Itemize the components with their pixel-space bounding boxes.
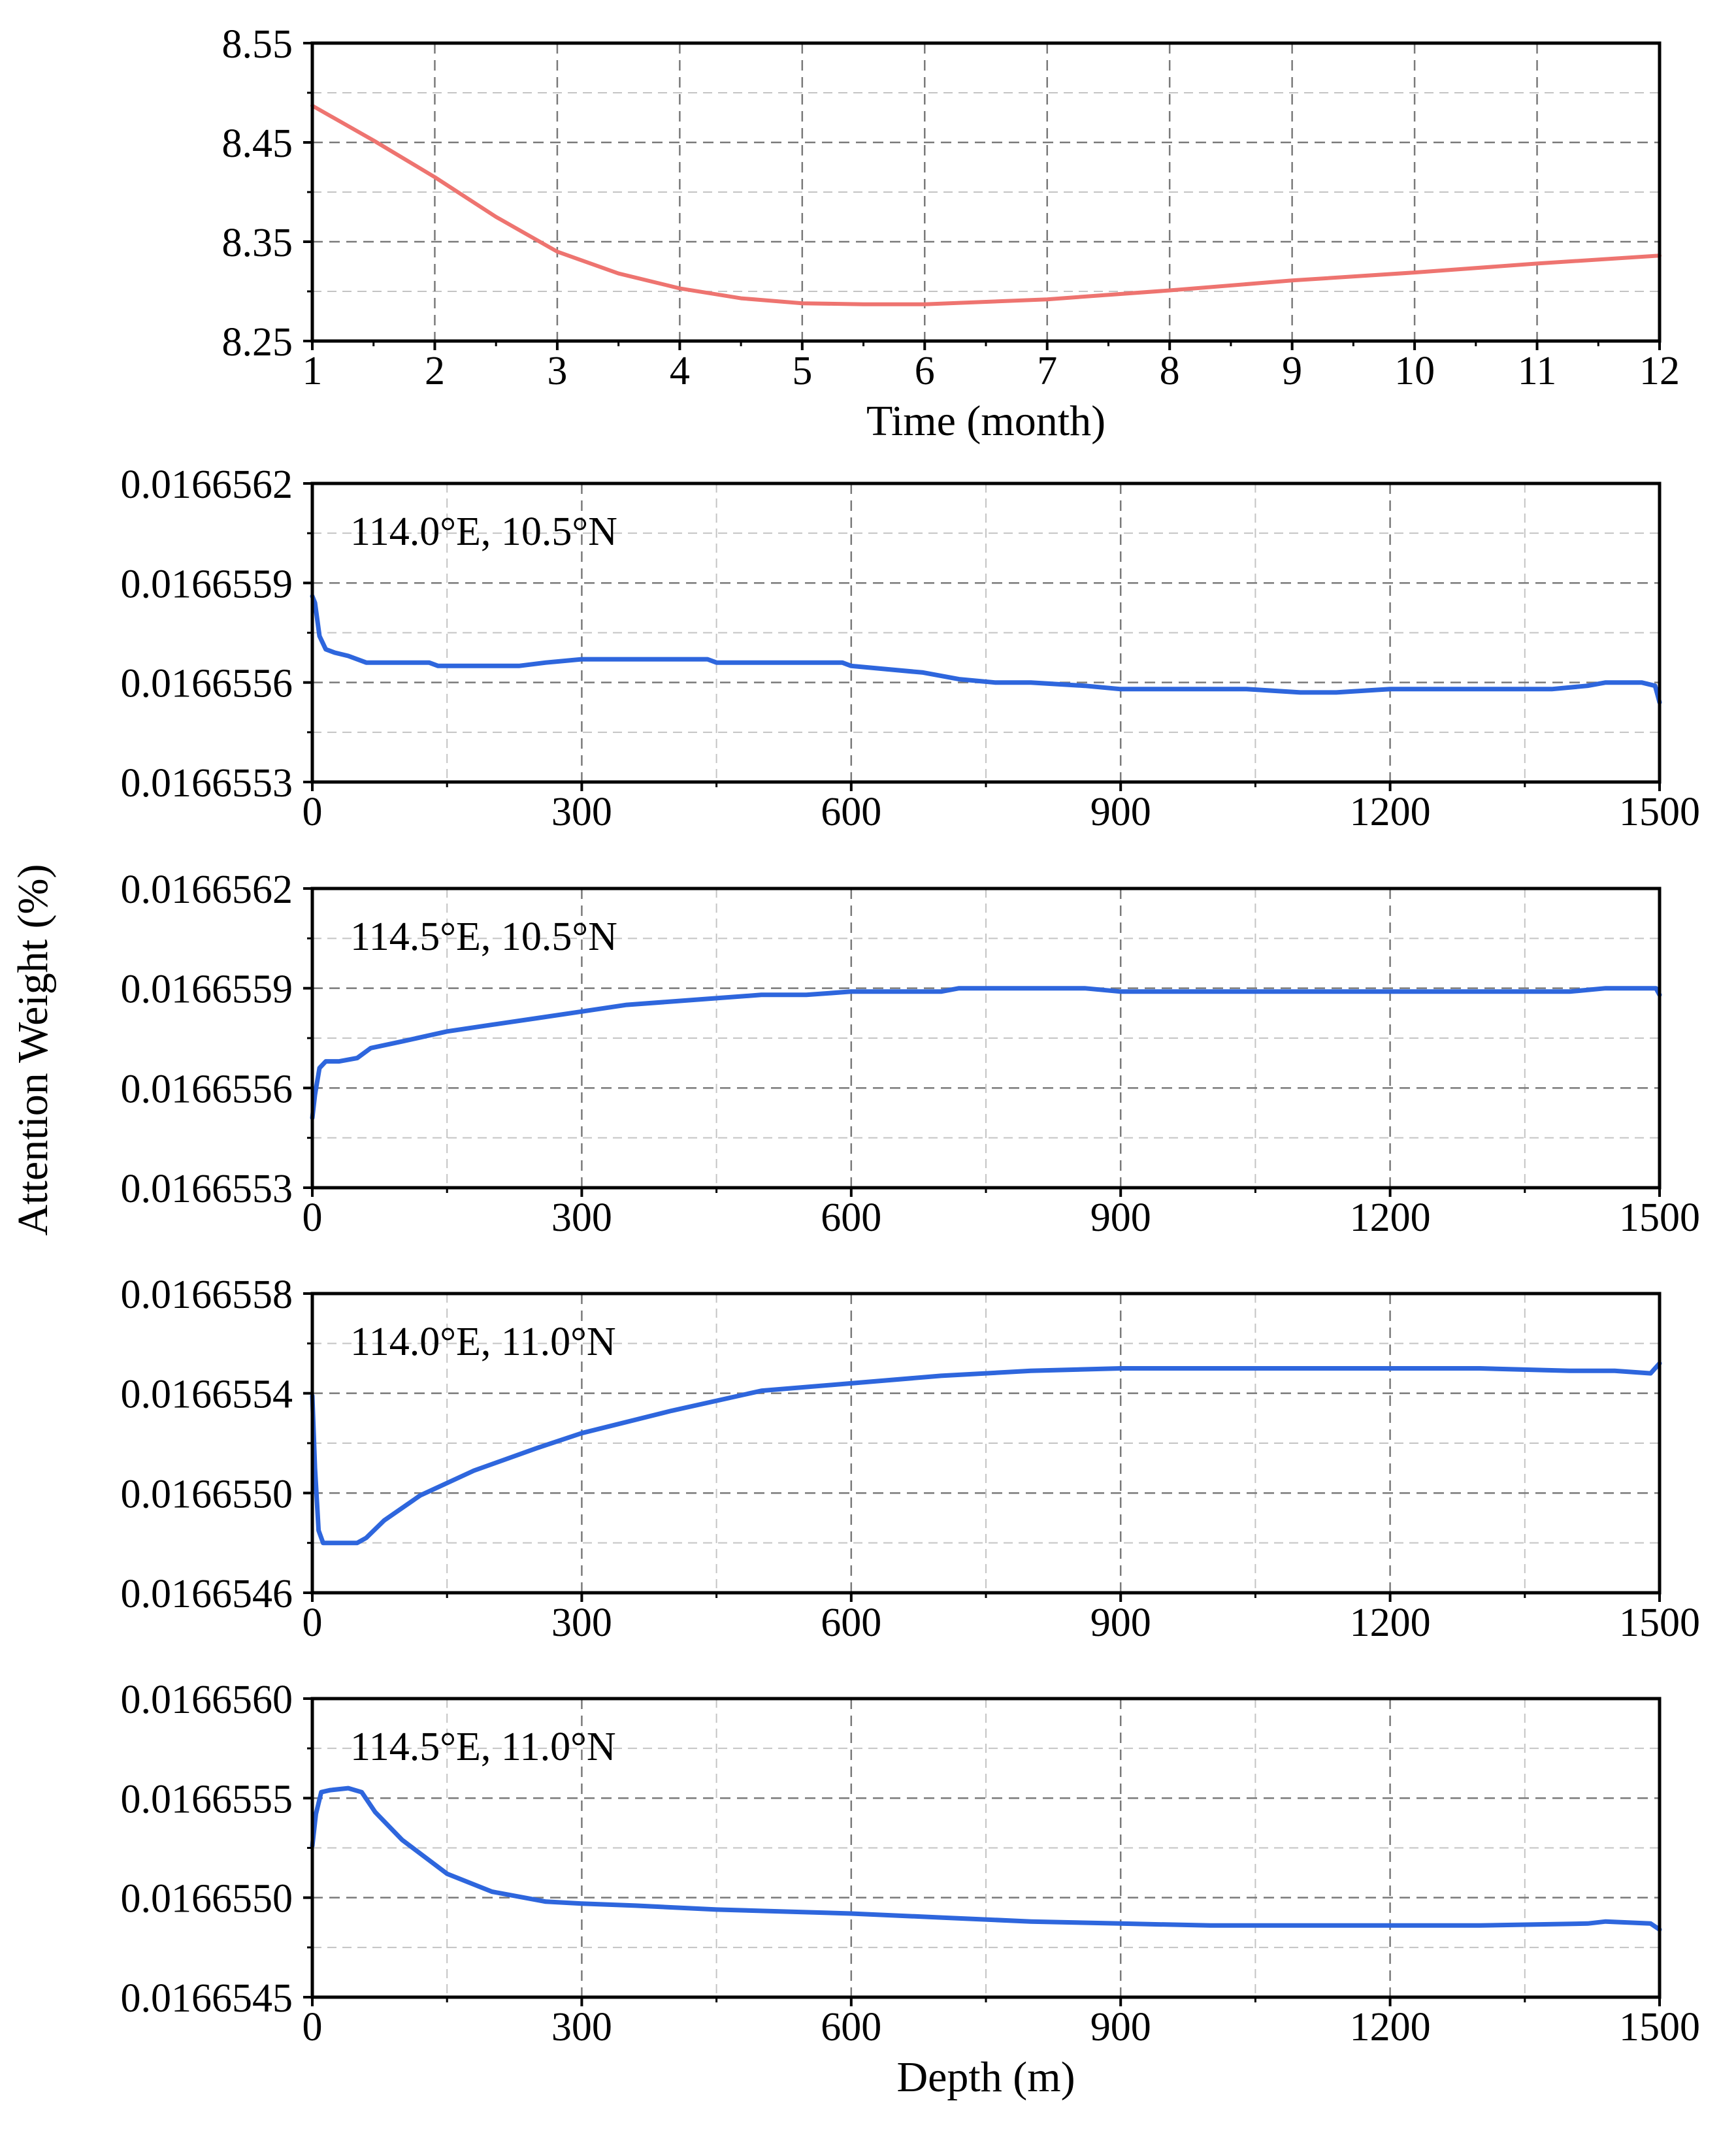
x-tick-label: 0 [303, 790, 323, 834]
series-line [310, 986, 1662, 1120]
x-tick-label: 300 [551, 790, 612, 834]
x-tick-label: 1200 [1350, 1601, 1431, 1645]
x-tick-label: 300 [551, 2005, 612, 2049]
x-tick-label: 1500 [1619, 1601, 1700, 1645]
x-tick-label: 0 [303, 1196, 323, 1240]
x-tick-label: 2 [425, 349, 445, 393]
x-tick-label: 11 [1518, 349, 1557, 393]
x-axis-title: Depth (m) [896, 2053, 1075, 2101]
series-line [310, 594, 1662, 705]
y-tick-label: 0.0166550 [121, 1472, 293, 1516]
x-tick-label: 9 [1282, 349, 1302, 393]
x-tick-label: 0 [303, 2005, 323, 2049]
x-tick-label: 1 [303, 349, 323, 393]
y-tick-label: 0.0166562 [121, 463, 293, 507]
x-tick-label: 0 [303, 1601, 323, 1645]
x-tick-label: 1200 [1350, 1196, 1431, 1240]
panel-5: 0 300 600 900 1200 1500 0.0166545 0.0166550 0.01… [121, 1678, 1701, 2101]
x-tick-label: 7 [1037, 349, 1057, 393]
x-tick-label: 3 [547, 349, 567, 393]
y-tick-label: 8.35 [222, 221, 293, 265]
x-tick-label: 1200 [1350, 2005, 1431, 2049]
panel-2: 0 300 600 900 1200 1500 0.0166553 0.0166556 0.01… [121, 463, 1701, 834]
series-line [310, 103, 1662, 306]
panel-annotation: 114.0°E, 10.5°N [350, 510, 617, 554]
y-tick-label: 0.0166553 [121, 1167, 293, 1211]
x-tick-label: 12 [1639, 349, 1680, 393]
x-tick-label: 8 [1160, 349, 1180, 393]
x-tick-label: 600 [821, 2005, 881, 2049]
panel-annotation: 114.5°E, 11.0°N [350, 1725, 616, 1769]
y-tick-label: 8.25 [222, 320, 293, 365]
y-tick-label: 0.0166560 [121, 1678, 293, 1722]
y-tick-label: 8.55 [222, 22, 293, 67]
y-tick-label: 0.0166554 [121, 1373, 293, 1417]
x-tick-label: 1500 [1619, 2005, 1700, 2049]
panel-3: 0 300 600 900 1200 1500 0.0166553 0.0166556 0.01… [121, 868, 1701, 1240]
x-tick-label: 6 [915, 349, 935, 393]
x-tick-label: 1500 [1619, 790, 1700, 834]
series-line [310, 1361, 1662, 1546]
series-line [310, 1785, 1662, 1932]
x-tick-label: 900 [1090, 790, 1151, 834]
y-tick-label: 0.0166562 [121, 868, 293, 912]
y-tick-label: 0.0166545 [121, 1976, 293, 2021]
panel-annotation: 114.0°E, 11.0°N [350, 1320, 616, 1364]
x-tick-label: 1200 [1350, 790, 1431, 834]
y-tick-label: 0.0166556 [121, 662, 293, 706]
x-tick-label: 300 [551, 1196, 612, 1240]
panel-annotation: 114.5°E, 10.5°N [350, 915, 617, 959]
x-tick-label: 900 [1090, 1196, 1151, 1240]
shared-y-axis-title: Attention Weight (%) [9, 864, 57, 1235]
y-tick-label: 0.0166558 [121, 1273, 293, 1317]
y-tick-label: 0.0166555 [121, 1777, 293, 1821]
y-tick-label: 0.0166559 [121, 968, 293, 1012]
x-axis-title: Time (month) [866, 397, 1105, 445]
x-tick-label: 600 [821, 790, 881, 834]
panel-4: 0 300 600 900 1200 1500 0.0166546 0.0166550 0.01… [121, 1273, 1701, 1645]
y-tick-label: 0.0166550 [121, 1877, 293, 1921]
y-tick-label: 0.0166553 [121, 761, 293, 806]
x-tick-label: 300 [551, 1601, 612, 1645]
x-tick-label: 900 [1090, 2005, 1151, 2049]
x-tick-label: 600 [821, 1196, 881, 1240]
y-tick-label: 0.0166556 [121, 1067, 293, 1111]
x-tick-label: 1500 [1619, 1196, 1700, 1240]
x-tick-label: 5 [792, 349, 812, 393]
x-tick-label: 900 [1090, 1601, 1151, 1645]
x-tick-label: 600 [821, 1601, 881, 1645]
x-tick-label: 4 [670, 349, 690, 393]
y-tick-label: 0.0166546 [121, 1572, 293, 1616]
y-tick-label: 8.45 [222, 122, 293, 166]
x-tick-label: 10 [1394, 349, 1435, 393]
y-tick-label: 0.0166559 [121, 562, 293, 606]
